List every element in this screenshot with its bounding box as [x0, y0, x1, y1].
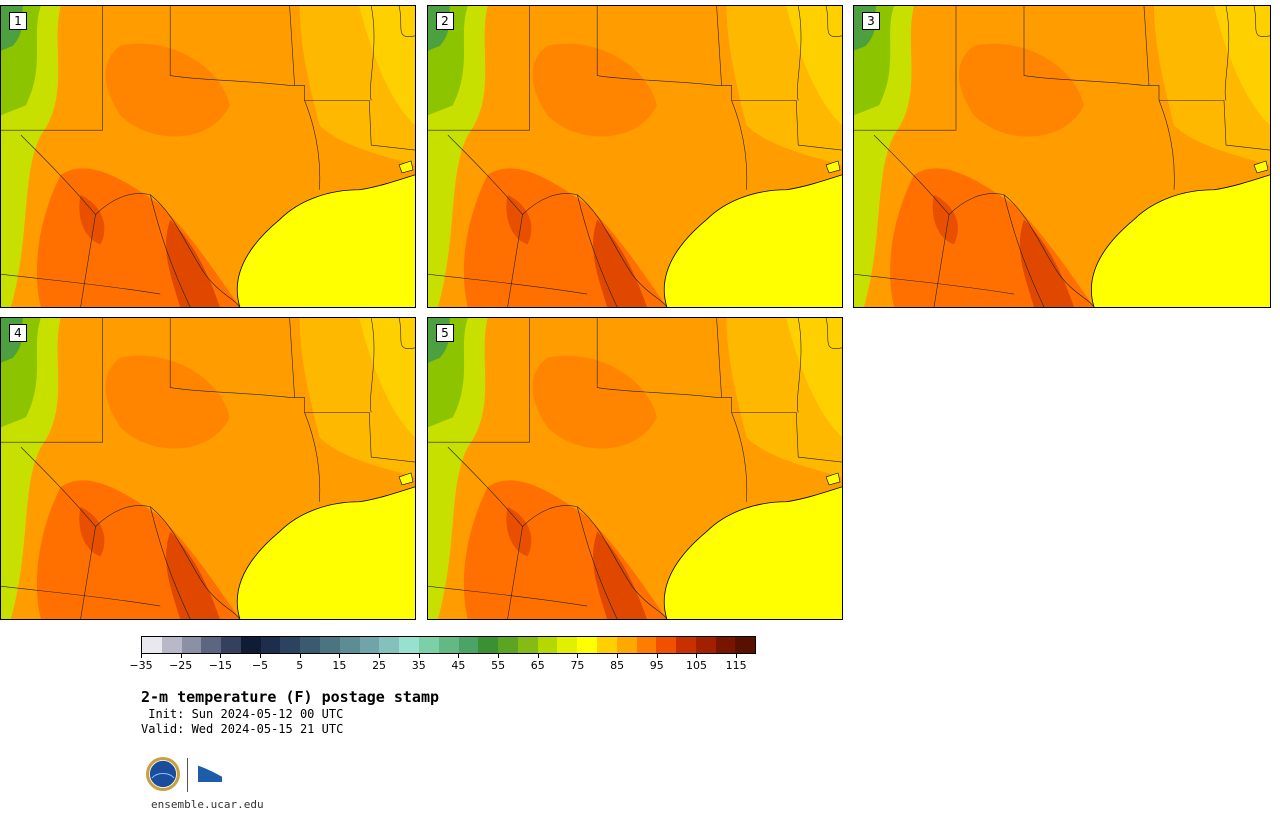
colorbar-tick-label: −25 — [169, 659, 193, 672]
ncar-logo — [197, 764, 223, 782]
colorbar-swatch — [498, 637, 518, 653]
colorbar-swatch — [577, 637, 597, 653]
colorbar-tick — [617, 654, 619, 658]
colorbar-tick-label: 55 — [491, 659, 506, 672]
colorbar-tick — [736, 654, 738, 658]
figure-title: 2-m temperature (F) postage stamp — [141, 688, 440, 706]
colorbar-tick-label: 45 — [451, 659, 466, 672]
colorbar-tick-label: −5 — [251, 659, 269, 672]
ensemble-member-panel-5: 5 — [427, 317, 843, 620]
colorbar-swatch — [260, 637, 281, 653]
colorbar-swatch — [735, 637, 756, 653]
colorbar-tick — [577, 654, 579, 658]
colorbar-tick — [339, 654, 341, 658]
colorbar-swatch — [161, 637, 182, 653]
colorbar-swatch — [399, 637, 419, 653]
colorbar-tick-label: 25 — [372, 659, 387, 672]
colorbar-tick — [696, 654, 698, 658]
valid-time: Valid: Wed 2024-05-15 21 UTC — [141, 722, 344, 736]
colorbar-swatch — [557, 637, 578, 653]
colorbar-swatch — [676, 637, 696, 653]
colorbar-ticks: −35 −25 −15 −5 5 15 25 35 45 55 65 75 85 95 105 115 — [129, 654, 756, 674]
colorbar-tick — [220, 654, 222, 658]
colorbar-tick — [498, 654, 500, 658]
colorbar-tick-label: 15 — [332, 659, 347, 672]
ensemble-member-panel-2: 2 — [427, 5, 843, 308]
colorbar-swatch — [379, 637, 400, 653]
member-label: 2 — [436, 12, 454, 30]
colorbar-tick-label: 75 — [570, 659, 585, 672]
colorbar-swatch — [418, 637, 439, 653]
colorbar-tick-label: 5 — [296, 659, 304, 672]
colorbar-tick-label: −35 — [129, 659, 153, 672]
temperature-map-5 — [428, 318, 842, 619]
colorbar-swatch — [596, 637, 617, 653]
colorbar-swatch — [221, 637, 241, 653]
colorbar-tick-label: 85 — [610, 659, 625, 672]
colorbar-swatch — [656, 637, 677, 653]
colorbar-tick — [299, 654, 301, 658]
ensemble-member-panel-1: 1 — [0, 5, 416, 308]
colorbar-swatch — [438, 637, 459, 653]
colorbar-tick — [180, 654, 182, 658]
nsf-logo — [146, 757, 180, 791]
member-label: 1 — [9, 12, 27, 30]
colorbar-tick-label: 95 — [649, 659, 664, 672]
colorbar-tick-label: 105 — [685, 659, 707, 672]
colorbar-tick — [141, 654, 142, 658]
logo-divider — [187, 758, 188, 792]
colorbar-swatch — [280, 637, 301, 653]
colorbar-swatch — [320, 637, 340, 653]
colorbar-swatch — [300, 637, 321, 653]
colorbar-tick — [458, 654, 460, 658]
colorbar-swatch — [537, 637, 558, 653]
temperature-map-3 — [854, 6, 1270, 307]
colorbar-tick-label: 65 — [530, 659, 545, 672]
temperature-colorbar — [141, 636, 756, 654]
colorbar-swatch — [181, 637, 202, 653]
colorbar-swatch — [517, 637, 538, 653]
colorbar-swatch — [715, 637, 736, 653]
init-time: Init: Sun 2024-05-12 00 UTC — [141, 707, 344, 721]
colorbar-swatch — [636, 637, 657, 653]
member-label: 3 — [862, 12, 880, 30]
temperature-map-1 — [1, 6, 415, 307]
member-label: 4 — [9, 324, 27, 342]
colorbar-swatch — [695, 637, 716, 653]
colorbar-swatch — [339, 637, 360, 653]
colorbar-tick — [656, 654, 658, 658]
colorbar-swatch — [142, 637, 162, 653]
colorbar-tick — [379, 654, 381, 658]
colorbar-tick-label: 115 — [725, 659, 747, 672]
colorbar-swatch — [201, 637, 222, 653]
member-label: 5 — [436, 324, 454, 342]
colorbar-tick-label: 35 — [411, 659, 426, 672]
colorbar-swatch — [616, 637, 637, 653]
colorbar-tick — [537, 654, 539, 658]
ensemble-member-panel-3: 3 — [853, 5, 1271, 308]
colorbar-tick — [260, 654, 262, 658]
ensemble-member-panel-4: 4 — [0, 317, 416, 620]
colorbar-tick-label: −15 — [208, 659, 232, 672]
temperature-map-2 — [428, 6, 842, 307]
colorbar-swatch — [359, 637, 380, 653]
website-url: ensemble.ucar.edu — [151, 798, 264, 811]
temperature-map-4 — [1, 318, 415, 619]
colorbar-swatch — [478, 637, 499, 653]
colorbar-tick — [418, 654, 420, 658]
colorbar-swatch — [240, 637, 261, 653]
colorbar-swatch — [458, 637, 479, 653]
